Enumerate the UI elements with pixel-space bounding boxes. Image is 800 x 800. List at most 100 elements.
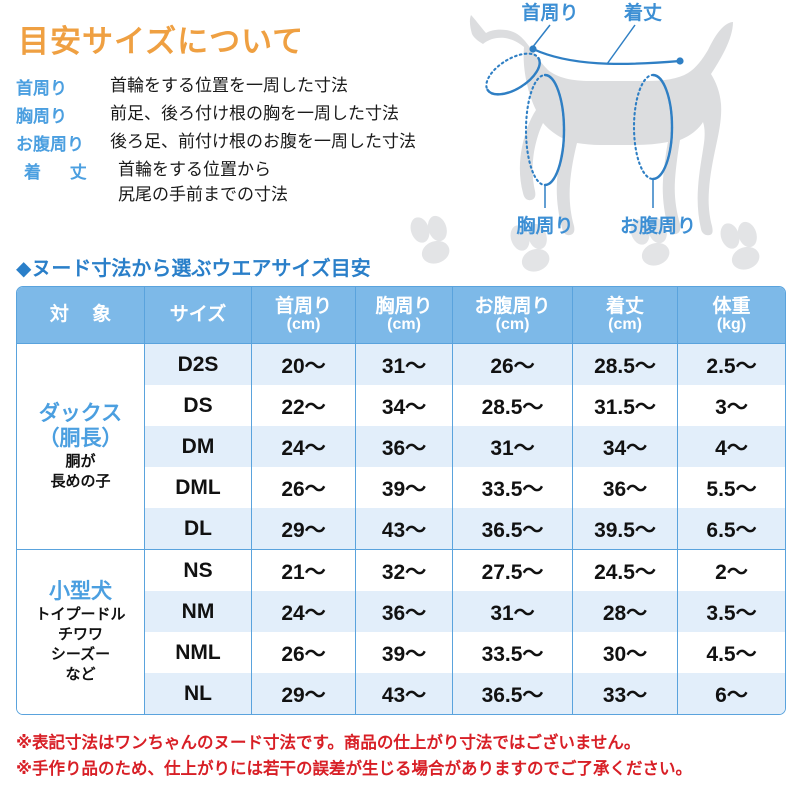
col-header-chest: 胸周り (cm) bbox=[356, 287, 453, 344]
col-header-length: 着丈 (cm) bbox=[573, 287, 678, 344]
group-title-line2: （胴長） bbox=[38, 426, 123, 450]
cell-size: NM bbox=[145, 591, 252, 632]
group-sub-line2: 長めの子 bbox=[50, 473, 111, 491]
cell-size: NS bbox=[145, 549, 252, 591]
cell-size: DM bbox=[145, 426, 252, 467]
cell-chest: 31〜 bbox=[356, 344, 453, 385]
cell-length: 30〜 bbox=[573, 632, 678, 673]
cell-belly: 33.5〜 bbox=[453, 632, 573, 673]
cell-chest: 32〜 bbox=[356, 549, 453, 591]
cell-size: DS bbox=[145, 385, 252, 426]
group-sub-line1: 胴が bbox=[65, 453, 96, 471]
col-header-chest-unit: (cm) bbox=[387, 315, 421, 333]
cell-chest: 39〜 bbox=[356, 467, 453, 508]
col-header-neck: 首周り (cm) bbox=[252, 287, 356, 344]
col-header-target: 対 象 bbox=[17, 287, 145, 344]
definition-term-length: 着 丈 bbox=[24, 163, 99, 182]
col-header-length-unit: (cm) bbox=[608, 315, 642, 333]
cell-weight: 3〜 bbox=[678, 385, 785, 426]
definition-term-belly: お腹周り bbox=[16, 135, 84, 154]
group-title-line1: 小型犬 bbox=[49, 579, 112, 603]
cell-neck: 29〜 bbox=[252, 508, 356, 549]
definition-row-length: 着 丈 首輪をする位置から 尻尾の手前までの寸法 bbox=[16, 158, 416, 207]
definition-desc-length: 首輪をする位置から 尻尾の手前までの寸法 bbox=[118, 158, 288, 207]
table-row: DL 29〜 43〜 36.5〜 39.5〜 6.5〜 bbox=[17, 508, 785, 549]
definition-desc-neck: 首輪をする位置を一周した寸法 bbox=[110, 76, 348, 95]
cell-belly: 31〜 bbox=[453, 426, 573, 467]
col-header-belly: お腹周り (cm) bbox=[453, 287, 573, 344]
cell-belly: 26〜 bbox=[453, 344, 573, 385]
cell-size: DL bbox=[145, 508, 252, 549]
size-table-container: 対 象 サイズ 首周り (cm) 胸周り (cm) お腹周り bbox=[16, 286, 786, 715]
cell-neck: 29〜 bbox=[252, 673, 356, 714]
cell-length: 34〜 bbox=[573, 426, 678, 467]
measurement-definitions: 首周り 首輪をする位置を一周した寸法 胸周り 前足、後ろ付け根の胸を一周した寸法… bbox=[16, 74, 416, 210]
col-header-weight-label: 体重 bbox=[712, 295, 751, 317]
footnote-2: ※手作り品のため、仕上がりには若干の誤差が生じる場合がありますのでご了承ください… bbox=[16, 759, 693, 778]
table-row: 小型犬 トイプードル チワワ シーズー など NS 21〜 32〜 27.5〜 … bbox=[17, 549, 785, 714]
group-label-small-dog: 小型犬 トイプードル チワワ シーズー など bbox=[17, 549, 145, 714]
cell-chest: 34〜 bbox=[356, 385, 453, 426]
cell-weight: 4.5〜 bbox=[678, 632, 785, 673]
table-row: DM 24〜 36〜 31〜 34〜 4〜 bbox=[17, 426, 785, 467]
cell-belly: 36.5〜 bbox=[453, 508, 573, 549]
col-header-weight-unit: (kg) bbox=[716, 315, 747, 333]
col-header-size: サイズ bbox=[145, 287, 252, 344]
table-header-row: 対 象 サイズ 首周り (cm) 胸周り (cm) お腹周り bbox=[17, 287, 785, 344]
diagram-label-chest: 胸周り bbox=[516, 214, 573, 237]
group-label-dachshund: ダックス （胴長） 胴が 長めの子 bbox=[17, 344, 145, 549]
col-header-belly-unit: (cm) bbox=[495, 315, 530, 333]
definition-row-belly: お腹周り 後ろ足、前付け根のお腹を一周した寸法 bbox=[16, 130, 416, 155]
definition-desc-length-line2: 尻尾の手前までの寸法 bbox=[118, 184, 288, 204]
cell-belly: 36.5〜 bbox=[453, 673, 573, 714]
dog-measurement-diagram: 首周り 着丈 胸周り お腹周り bbox=[469, 1, 733, 237]
cell-length: 36〜 bbox=[573, 467, 678, 508]
col-header-size-label: サイズ bbox=[169, 304, 227, 326]
cell-weight: 2.5〜 bbox=[678, 344, 785, 385]
cell-belly: 31〜 bbox=[453, 591, 573, 632]
cell-chest: 43〜 bbox=[356, 673, 453, 714]
table-row: DML 26〜 39〜 33.5〜 36〜 5.5〜 bbox=[17, 467, 785, 508]
col-header-length-label: 着丈 bbox=[605, 295, 644, 317]
size-table: 対 象 サイズ 首周り (cm) 胸周り (cm) お腹周り bbox=[16, 286, 786, 715]
definition-desc-length-line1: 首輪をする位置から bbox=[118, 160, 271, 179]
cell-length: 39.5〜 bbox=[573, 508, 678, 549]
cell-belly: 28.5〜 bbox=[453, 385, 573, 426]
table-row: NL 29〜 43〜 36.5〜 33〜 6〜 bbox=[17, 673, 785, 714]
cell-chest: 39〜 bbox=[356, 632, 453, 673]
col-header-neck-label: 首周り bbox=[274, 295, 332, 317]
footnote-1: ※表記寸法はワンちゃんのヌード寸法です。商品の仕上がり寸法ではございません。 bbox=[16, 734, 641, 752]
definition-term-neck: 首周り bbox=[16, 79, 67, 98]
definition-desc-chest: 前足、後ろ付け根の胸を一周した寸法 bbox=[110, 104, 399, 123]
group-sub-line2: チワワ bbox=[57, 626, 103, 644]
footnotes: ※表記寸法はワンちゃんのヌード寸法です。商品の仕上がり寸法ではございません。 ※… bbox=[16, 731, 692, 782]
leader-lines bbox=[531, 24, 654, 208]
cell-weight: 3.5〜 bbox=[678, 591, 785, 632]
cell-belly: 33.5〜 bbox=[453, 467, 573, 508]
col-header-belly-label: お腹周り bbox=[474, 295, 551, 317]
group-title-line1: ダックス bbox=[38, 401, 123, 425]
cell-length: 28〜 bbox=[573, 591, 678, 632]
cell-length: 24.5〜 bbox=[573, 549, 678, 591]
group-sub-line1: トイプードル bbox=[35, 606, 126, 624]
cell-length: 28.5〜 bbox=[573, 344, 678, 385]
diagram-label-neck: 首周り bbox=[521, 1, 578, 24]
cell-chest: 43〜 bbox=[356, 508, 453, 549]
cell-weight: 4〜 bbox=[678, 426, 785, 467]
definition-row-chest: 胸周り 前足、後ろ付け根の胸を一周した寸法 bbox=[16, 102, 416, 127]
cell-weight: 5.5〜 bbox=[678, 467, 785, 508]
col-header-weight: 体重 (kg) bbox=[678, 287, 785, 344]
table-row: NM 24〜 36〜 31〜 28〜 3.5〜 bbox=[17, 591, 785, 632]
neck-measure-ellipse bbox=[485, 52, 541, 96]
cell-neck: 26〜 bbox=[252, 467, 356, 508]
cell-neck: 24〜 bbox=[252, 591, 356, 632]
page-title: 目安サイズについて bbox=[18, 24, 305, 59]
cell-neck: 20〜 bbox=[252, 344, 356, 385]
cell-chest: 36〜 bbox=[356, 591, 453, 632]
cell-weight: 6〜 bbox=[678, 673, 785, 714]
table-row: NML 26〜 39〜 33.5〜 30〜 4.5〜 bbox=[17, 632, 785, 673]
table-row: DS 22〜 34〜 28.5〜 31.5〜 3〜 bbox=[17, 385, 785, 426]
length-measure-line bbox=[529, 45, 684, 66]
cell-weight: 2〜 bbox=[678, 549, 785, 591]
